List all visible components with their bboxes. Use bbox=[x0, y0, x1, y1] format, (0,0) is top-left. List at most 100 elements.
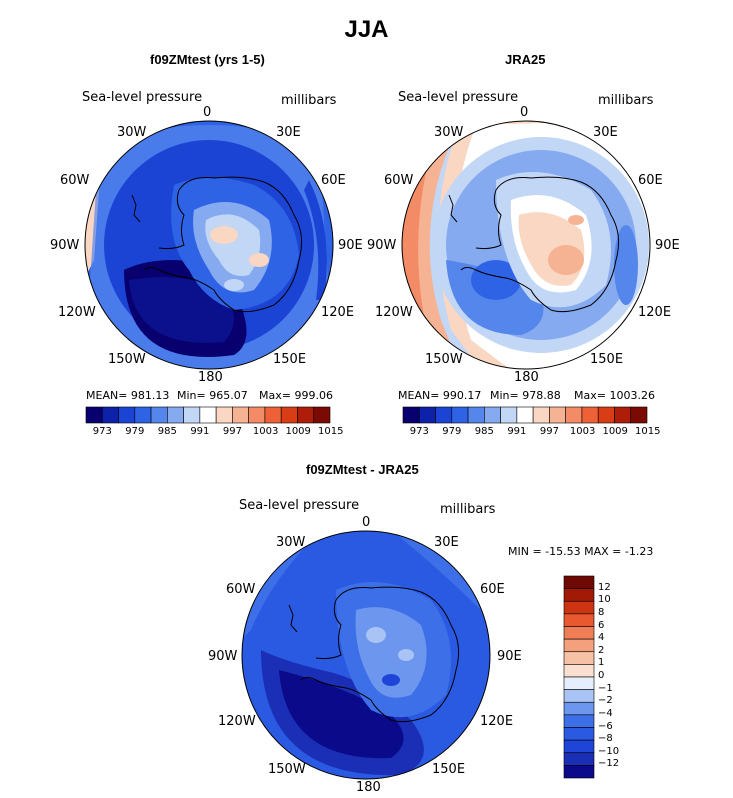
colorbar-swatch bbox=[484, 406, 501, 424]
panel-2-lon-90w: 90W bbox=[367, 238, 397, 253]
colorbar-tick-label: 8 bbox=[598, 606, 605, 618]
panel-1-map bbox=[84, 120, 334, 370]
colorbar-swatch bbox=[418, 406, 436, 424]
colorbar-swatch bbox=[563, 575, 595, 589]
colorbar-tick-label: −1 bbox=[598, 682, 613, 694]
colorbar-swatch bbox=[232, 406, 249, 424]
panel-2-colorbar bbox=[402, 406, 648, 424]
panel-2-lon-0: 0 bbox=[520, 105, 529, 120]
panel-3-lon-150e: 150E bbox=[432, 762, 466, 777]
colorbar-swatch bbox=[565, 406, 583, 424]
panel-3-min-max: MIN = -15.53 MAX = -1.23 bbox=[508, 545, 654, 558]
colorbar-swatch bbox=[549, 406, 566, 424]
panel-2-map bbox=[401, 120, 651, 370]
colorbar-swatch bbox=[248, 406, 266, 424]
colorbar-swatch bbox=[563, 739, 595, 754]
panel-2-lon-180: 180 bbox=[514, 370, 539, 385]
colorbar-swatch bbox=[199, 406, 217, 424]
colorbar-swatch bbox=[297, 406, 315, 424]
panel-2-lon-150w: 150W bbox=[425, 352, 463, 367]
colorbar-swatch bbox=[451, 406, 469, 424]
colorbar-tick-label: 1003 bbox=[569, 426, 596, 437]
colorbar-swatch bbox=[167, 406, 184, 424]
colorbar-tick-label: 1015 bbox=[318, 426, 344, 437]
panel-3-lon-90e: 90E bbox=[497, 649, 522, 664]
colorbar-tick-label: −10 bbox=[598, 745, 620, 757]
panel-1-lon-30w: 30W bbox=[117, 125, 147, 140]
panel-1-lon-90w: 90W bbox=[50, 238, 80, 253]
colorbar-swatch bbox=[563, 727, 595, 741]
colorbar-swatch bbox=[134, 406, 152, 424]
colorbar-tick-label: 985 bbox=[157, 426, 177, 437]
panel-1-max: Max= 999.06 bbox=[259, 389, 333, 402]
figure-title: JJA bbox=[344, 16, 389, 43]
panel-2-lon-60w: 60W bbox=[384, 173, 414, 188]
panel-1-lon-120e: 120E bbox=[321, 305, 355, 320]
panel-1-colorbar bbox=[85, 406, 331, 424]
colorbar-tick-label: 10 bbox=[598, 594, 611, 606]
colorbar-swatch bbox=[101, 406, 119, 424]
colorbar-swatch bbox=[313, 406, 331, 424]
panel-2-lon-30e: 30E bbox=[593, 125, 618, 140]
panel-2-variable: Sea-level pressure bbox=[398, 90, 519, 105]
colorbar-swatch bbox=[150, 406, 168, 424]
colorbar-tick-label: −6 bbox=[598, 720, 613, 732]
colorbar-tick-label: 997 bbox=[222, 426, 242, 437]
colorbar-tick-label: 973 bbox=[409, 426, 429, 437]
panel-1-lon-60e: 60E bbox=[321, 173, 346, 188]
panel-3-variable: Sea-level pressure bbox=[239, 498, 360, 513]
panel-1-title: f09ZMtest (yrs 1-5) bbox=[150, 52, 265, 67]
panel-2-lon-90e: 90E bbox=[655, 238, 680, 253]
panel-3-lon-120e: 120E bbox=[480, 714, 514, 729]
colorbar-tick-label: 979 bbox=[125, 426, 145, 437]
colorbar-swatch bbox=[435, 406, 453, 424]
panel-1-lon-180: 180 bbox=[198, 370, 223, 385]
colorbar-swatch bbox=[563, 664, 595, 678]
panel-1-units: millibars bbox=[281, 93, 337, 108]
colorbar-swatch bbox=[467, 406, 485, 424]
panel-3-lon-0: 0 bbox=[362, 515, 371, 530]
colorbar-swatch bbox=[264, 406, 282, 424]
panel-1-lon-120w: 120W bbox=[58, 305, 96, 320]
colorbar-tick-label: 991 bbox=[190, 426, 210, 437]
panel-3-lon-30e: 30E bbox=[434, 535, 459, 550]
panel-2-units: millibars bbox=[598, 93, 654, 108]
colorbar-tick-label: 2 bbox=[598, 644, 605, 656]
panel-1-min: Min= 965.07 bbox=[177, 389, 248, 402]
panel-2-lon-150e: 150E bbox=[590, 352, 624, 367]
panel-2-mean: MEAN= 990.17 bbox=[398, 389, 482, 402]
colorbar-tick-label: −2 bbox=[598, 695, 613, 707]
colorbar-tick-label: −4 bbox=[598, 707, 613, 719]
panel-3-lon-150w: 150W bbox=[268, 762, 306, 777]
colorbar-swatch bbox=[563, 588, 595, 602]
colorbar-tick-label: 973 bbox=[92, 426, 112, 437]
panel-2-lon-30w: 30W bbox=[434, 125, 464, 140]
colorbar-swatch bbox=[563, 638, 595, 653]
panel-3-units: millibars bbox=[440, 502, 496, 517]
colorbar-tick-label: 0 bbox=[598, 670, 605, 681]
panel-3-lon-90w: 90W bbox=[208, 649, 238, 664]
panel-3-lon-60w: 60W bbox=[226, 582, 256, 597]
colorbar-tick-label: 1015 bbox=[635, 426, 661, 437]
colorbar-swatch bbox=[516, 406, 534, 424]
colorbar-tick-label: 979 bbox=[442, 426, 462, 437]
colorbar-tick-label: 1009 bbox=[285, 426, 311, 437]
colorbar-swatch bbox=[532, 406, 550, 424]
panel-2-min: Min= 978.88 bbox=[490, 389, 561, 402]
colorbar-swatch bbox=[280, 406, 298, 424]
colorbar-swatch bbox=[563, 613, 595, 627]
panel-1-lon-150w: 150W bbox=[108, 352, 146, 367]
colorbar-tick-label: 1 bbox=[598, 657, 605, 669]
colorbar-swatch bbox=[563, 626, 595, 640]
colorbar-swatch bbox=[183, 406, 201, 424]
panel-2-lon-120e: 120E bbox=[638, 305, 672, 320]
colorbar-swatch bbox=[563, 600, 595, 615]
panel-3-lon-120w: 120W bbox=[218, 714, 256, 729]
colorbar-tick-label: −8 bbox=[598, 733, 613, 745]
colorbar-tick-label: 12 bbox=[598, 581, 611, 593]
panel-2-title: JRA25 bbox=[505, 52, 546, 67]
colorbar-tick-label: 985 bbox=[474, 426, 494, 437]
colorbar-swatch bbox=[563, 676, 595, 690]
colorbar-swatch bbox=[630, 406, 648, 424]
colorbar-tick-label: 997 bbox=[539, 426, 559, 437]
